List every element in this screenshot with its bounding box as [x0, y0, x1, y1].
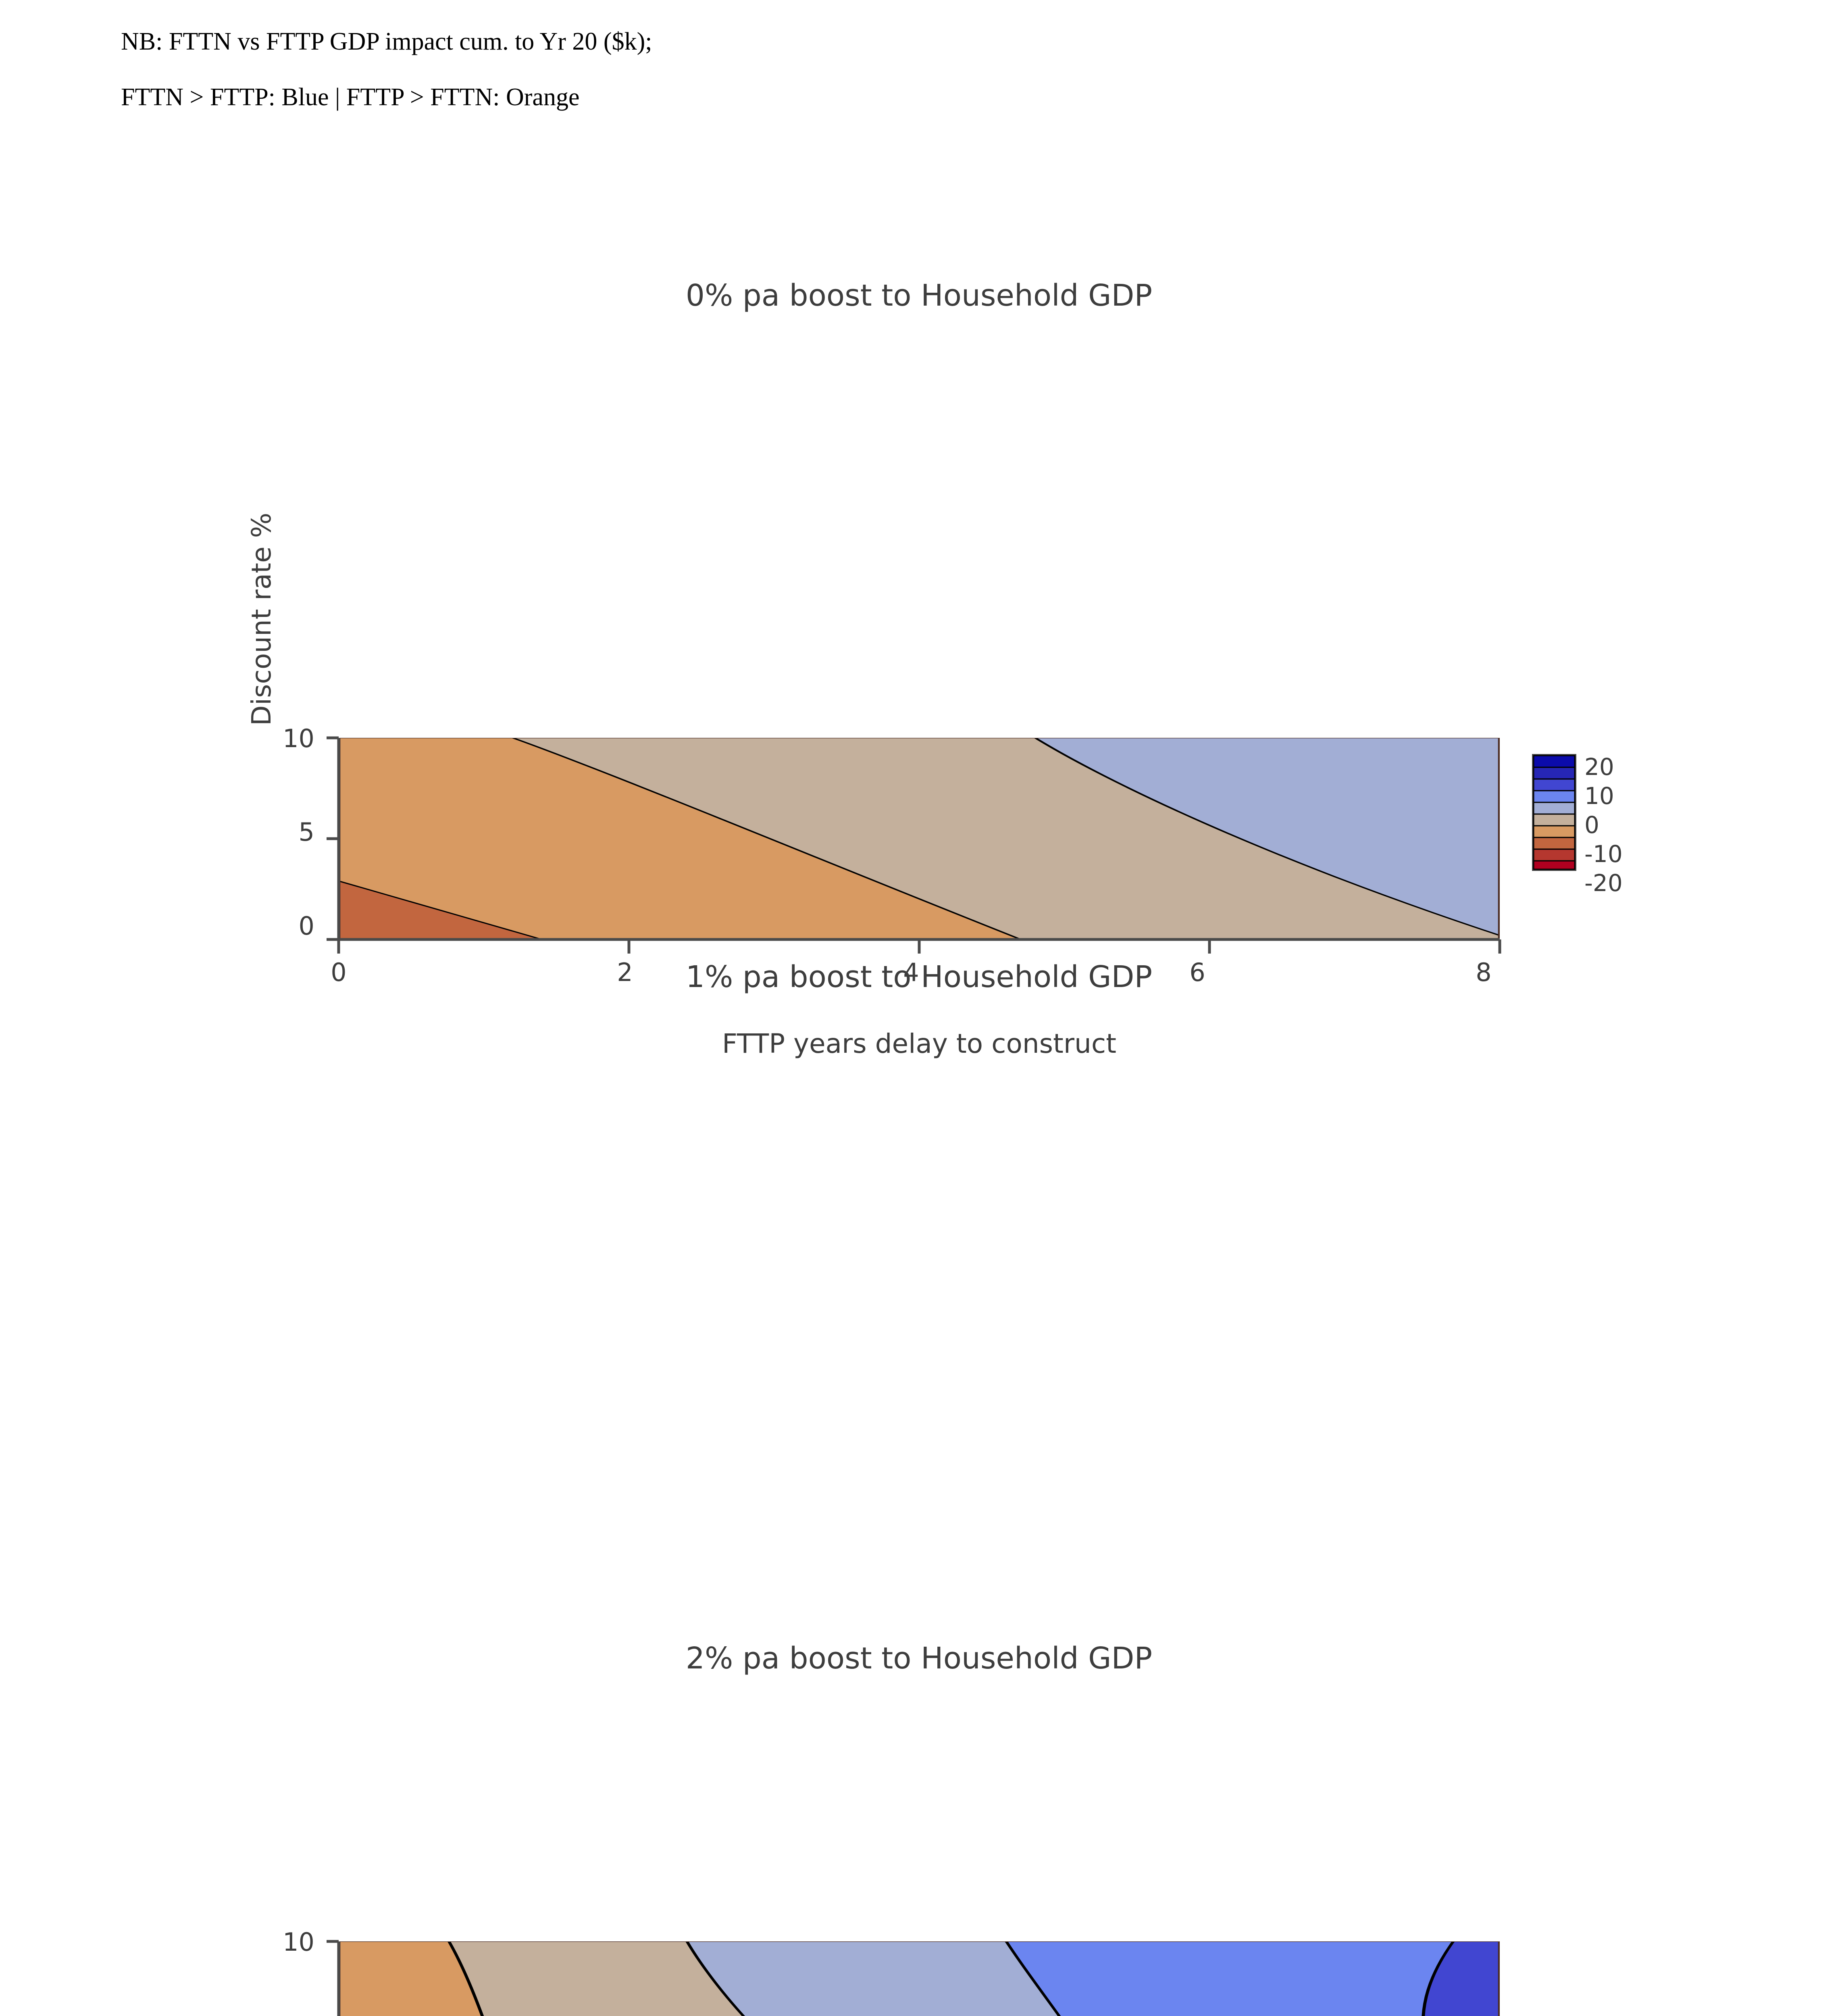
y-tick-label-10-p2: 10 [283, 1927, 314, 1957]
y-tick-label-5: 5 [298, 817, 314, 847]
colorbar-tick-10: 10 [1584, 782, 1614, 810]
caption-line-2: FTTN > FTTP: Blue | FTTP > FTTN: Orange [121, 83, 580, 111]
colorbar-0pct [1532, 754, 1576, 871]
y-axis-title: Discount rate % [246, 512, 277, 726]
x-tick-label-6: 6 [1189, 958, 1205, 987]
contour-plot-1pct [339, 1941, 1500, 2016]
axis-ticks-0pct [327, 736, 1501, 954]
caption-line-1: NB: FTTN vs FTTP GDP impact cum. to Yr 2… [121, 28, 652, 55]
x-tick-label-0: 0 [331, 958, 347, 987]
colorbar-tick-0: 0 [1584, 811, 1599, 839]
colorbar-tick-neg20: -20 [1584, 869, 1623, 897]
panel-title-2pct: 2% pa boost to Household GDP [685, 1641, 1153, 1676]
panel-1pct: 1% pa boost to Household GDP 10 5 0 0 2 … [0, 960, 1838, 2016]
x-tick-label-8: 8 [1476, 958, 1492, 987]
colorbar-tick-neg10: -10 [1584, 840, 1623, 868]
axis-ticks-1pct [327, 1940, 340, 2016]
colorbar-tick-20: 20 [1584, 753, 1614, 781]
x-axis-title: FTTP years delay to construct [722, 1028, 1117, 1059]
panel-title-1pct: 1% pa boost to Household GDP [685, 960, 1153, 994]
x-tick-label-2: 2 [617, 958, 633, 987]
caption-block: NB: FTTN vs FTTP GDP impact cum. to Yr 2… [121, 29, 1572, 110]
panel-2pct: 2% pa boost to Household GDP 10 5 0 0 2 … [0, 1641, 1838, 2016]
y-tick-label-0: 0 [298, 911, 314, 941]
panel-title-0pct: 0% pa boost to Household GDP [685, 278, 1153, 313]
contour-plot-0pct [339, 738, 1500, 939]
y-tick-label-10: 10 [283, 724, 314, 753]
panel-0pct: 0% pa boost to Household GDP Discount ra… [0, 278, 1838, 1059]
x-tick-label-4: 4 [903, 958, 919, 987]
